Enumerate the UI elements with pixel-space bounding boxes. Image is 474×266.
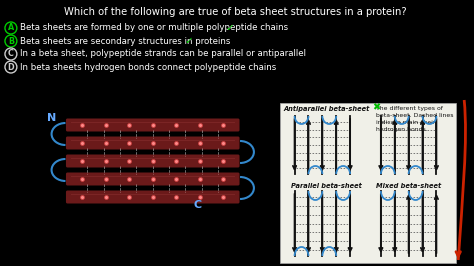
Text: Beta sheets are secondary structures in proteins: Beta sheets are secondary structures in … xyxy=(20,36,230,45)
FancyBboxPatch shape xyxy=(66,118,239,131)
Text: ✖: ✖ xyxy=(372,102,380,112)
Text: In a beta sheet, polypeptide strands can be parallel or antiparallel: In a beta sheet, polypeptide strands can… xyxy=(20,49,306,59)
Text: The different types of
beta-sheet. Dashed lines
indicate main chain
hydrogen bon: The different types of beta-sheet. Dashe… xyxy=(376,106,454,132)
Bar xyxy=(280,103,456,263)
Text: Parallel beta-sheet: Parallel beta-sheet xyxy=(291,183,362,189)
Text: C: C xyxy=(193,200,201,210)
Text: B: B xyxy=(8,36,14,45)
Text: N: N xyxy=(46,113,56,123)
Text: Which of the following are true of beta sheet structures in a protein?: Which of the following are true of beta … xyxy=(64,7,406,17)
FancyBboxPatch shape xyxy=(66,136,239,149)
FancyBboxPatch shape xyxy=(66,155,239,168)
Text: A: A xyxy=(8,23,14,32)
Text: Antiparallel beta-sheet: Antiparallel beta-sheet xyxy=(283,106,369,112)
Text: ✓: ✓ xyxy=(225,23,234,33)
Text: C: C xyxy=(8,49,14,59)
FancyBboxPatch shape xyxy=(66,172,239,185)
Text: In beta sheets hydrogen bonds connect polypeptide chains: In beta sheets hydrogen bonds connect po… xyxy=(20,63,276,72)
Text: ✓: ✓ xyxy=(184,36,193,46)
FancyBboxPatch shape xyxy=(66,190,239,203)
Text: Mixed beta-sheet: Mixed beta-sheet xyxy=(376,183,441,189)
Text: Beta sheets are formed by one or multiple polypeptide chains: Beta sheets are formed by one or multipl… xyxy=(20,23,288,32)
Text: D: D xyxy=(8,63,14,72)
